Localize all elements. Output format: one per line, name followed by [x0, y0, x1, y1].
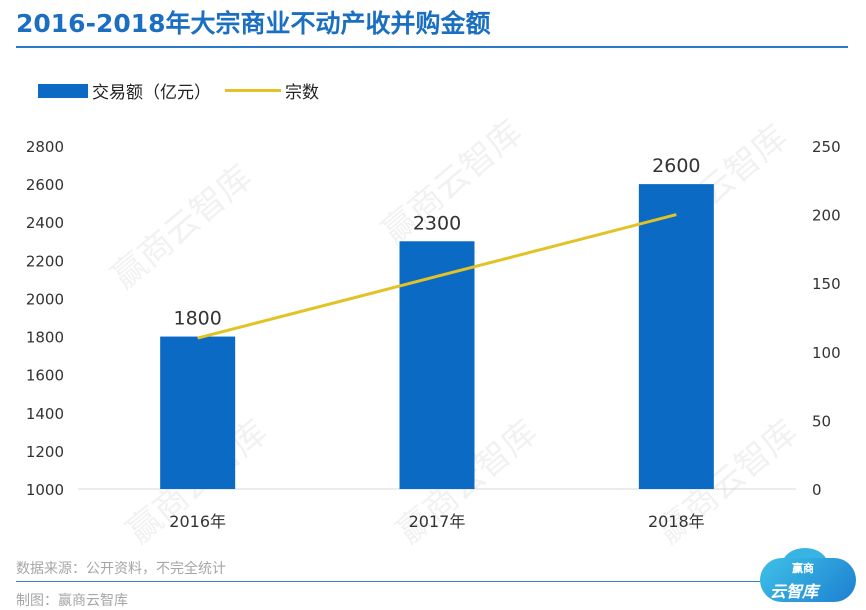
y-left-tick-label: 2800	[26, 138, 64, 156]
chart-title: 2016-2018年大宗商业不动产收并购金额	[16, 9, 491, 38]
x-tick-label: 2017年	[409, 512, 466, 531]
y-left-tick-label: 1800	[26, 329, 64, 347]
y-left-tick-label: 2600	[26, 176, 64, 194]
x-tick-label: 2018年	[648, 512, 705, 531]
y-left-tick-label: 2200	[26, 252, 64, 270]
y-left-tick-label: 1000	[26, 481, 64, 499]
legend-bar-swatch	[38, 83, 88, 98]
y-left-tick-label: 1400	[26, 405, 64, 423]
y-right-tick-label: 150	[812, 275, 841, 293]
legend-bar-label: 交易额（亿元）	[92, 83, 211, 103]
data-source-note: 数据来源：公开资料，不完全统计	[16, 561, 226, 577]
bar-data-label: 2600	[652, 155, 700, 177]
logo-cloud	[760, 558, 856, 602]
bar	[160, 336, 236, 489]
y-left-tick-label: 1600	[26, 367, 64, 385]
legend-line-swatch	[225, 89, 281, 92]
y-right-tick-label: 0	[812, 481, 822, 499]
y-right-tick-label: 200	[812, 207, 841, 225]
footer-divider	[16, 581, 766, 582]
brand-logo: 赢商 云智库	[752, 548, 860, 606]
logo-text-bottom: 云智库	[770, 582, 819, 601]
bar	[638, 184, 714, 489]
y-left-tick-label: 2000	[26, 290, 64, 308]
x-tick-label: 2016年	[169, 512, 226, 531]
y-left-tick-label: 1200	[26, 443, 64, 461]
bar-data-label: 2300	[413, 212, 461, 234]
y-right-tick-label: 50	[812, 412, 831, 430]
y-left-tick-label: 2400	[26, 214, 64, 232]
bar	[399, 241, 475, 489]
y-right-tick-label: 250	[812, 138, 841, 156]
legend: 交易额（亿元） 宗数	[38, 78, 319, 103]
legend-line-label: 宗数	[285, 83, 319, 103]
logo-text-top: 赢商	[792, 562, 814, 575]
bar-data-label: 1800	[173, 308, 221, 330]
chart-maker-note: 制图：赢商云智库	[16, 593, 128, 609]
y-right-tick-label: 100	[812, 344, 841, 362]
title-divider	[16, 46, 848, 48]
line-series	[197, 213, 677, 340]
